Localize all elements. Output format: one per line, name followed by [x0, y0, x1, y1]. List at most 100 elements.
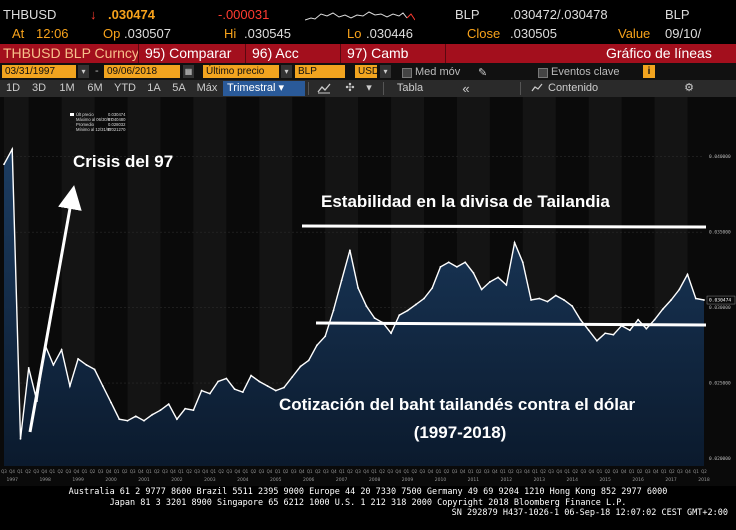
data-point	[546, 300, 549, 303]
chart-type-label[interactable]: Gráfico de líneas	[606, 45, 712, 61]
at-label: At	[12, 26, 25, 41]
x-year-label: 2008	[369, 477, 381, 483]
x-year-label: 2007	[336, 477, 348, 483]
moving-average-checkbox[interactable]	[402, 68, 412, 78]
x-year-label: 1999	[72, 477, 84, 483]
x-year-label: 2018	[698, 477, 710, 483]
line-chart-icon[interactable]	[313, 81, 335, 96]
data-point	[439, 265, 442, 268]
data-point	[456, 265, 458, 268]
data-point	[431, 287, 434, 289]
quote-source: BLP	[455, 7, 480, 22]
data-point	[93, 368, 96, 371]
source-field[interactable]: BLP	[295, 65, 345, 78]
currency-dropdown[interactable]: ▾	[380, 65, 391, 78]
data-point	[538, 297, 541, 300]
x-year-label: 2011	[468, 477, 480, 483]
data-point	[110, 401, 112, 404]
x-quarter-label: Q4	[589, 469, 595, 474]
x-quarter-label: Q3	[33, 469, 39, 474]
pencil-icon[interactable]: ✎	[478, 67, 488, 79]
start-date-field[interactable]: 03/31/1997	[2, 65, 76, 78]
data-point	[373, 317, 376, 320]
data-point	[521, 261, 524, 264]
data-point	[530, 299, 532, 301]
data-point	[472, 271, 475, 274]
price-line	[3, 146, 705, 439]
crosshair-icon[interactable]: ✣	[345, 82, 355, 94]
legend-value-min: 0.021270	[108, 127, 126, 132]
end-date-field[interactable]: 09/06/2018	[104, 65, 180, 78]
x-quarter-label: Q4	[202, 469, 208, 474]
data-point	[250, 374, 252, 377]
x-quarter-label: Q4	[653, 469, 659, 474]
frequency-select[interactable]: Trimestral ▾	[223, 81, 305, 96]
currency-field[interactable]: USD	[355, 65, 379, 78]
legend-label-last: Últ precio	[76, 112, 94, 117]
data-point	[464, 261, 467, 264]
x-year-label: 2015	[599, 477, 611, 483]
data-point	[77, 357, 80, 360]
calendar-icon[interactable]: ▦	[183, 65, 194, 78]
x-quarter-label: Q3	[677, 469, 683, 474]
data-point	[571, 305, 574, 307]
x-quarter-label: Q4	[492, 469, 498, 474]
x-quarter-label: Q4	[106, 469, 112, 474]
period-1d[interactable]: 1D	[5, 82, 21, 94]
change-button[interactable]: 97) Camb	[347, 45, 409, 61]
content-icon[interactable]	[530, 81, 544, 96]
x-quarter-label: Q2	[347, 469, 353, 474]
data-point	[159, 409, 162, 412]
y-tick-label: 0.040000	[709, 154, 731, 160]
back-chevron-icon[interactable]: «	[462, 81, 470, 96]
data-point	[324, 335, 327, 338]
content-button[interactable]: Contenido	[548, 82, 599, 94]
table-button[interactable]: Tabla	[396, 82, 424, 94]
x-quarter-label: Q4	[395, 469, 401, 474]
low-label: Lo	[347, 26, 362, 41]
data-point	[505, 284, 508, 286]
gear-icon[interactable]: ⚙	[684, 82, 694, 94]
y-tick-label: 0.030000	[709, 305, 731, 311]
data-point	[612, 333, 615, 336]
data-point	[694, 297, 697, 300]
info-icon[interactable]: i	[643, 65, 655, 78]
period-6m[interactable]: 6M	[87, 82, 103, 94]
period-5a[interactable]: 5A	[172, 82, 186, 94]
data-point	[184, 407, 187, 410]
key-events-label: Eventos clave	[551, 66, 620, 78]
key-events-checkbox[interactable]	[538, 68, 548, 78]
crosshair-dropdown-icon[interactable]: ▾	[366, 82, 372, 94]
y-tick-label: 0.025000	[709, 381, 731, 387]
period-ytd[interactable]: YTD	[114, 82, 136, 94]
x-quarter-label: Q4	[234, 469, 240, 474]
period-max[interactable]: Máx	[196, 82, 218, 94]
data-point	[554, 294, 557, 297]
period-3d[interactable]: 3D	[31, 82, 47, 94]
quote-time: 12:06	[36, 26, 69, 41]
x-quarter-label: Q3	[323, 469, 329, 474]
data-point	[126, 419, 129, 422]
compare-button[interactable]: 95) Comparar	[145, 45, 232, 61]
x-year-label: 2014	[567, 477, 579, 483]
x-year-label: 2004	[237, 477, 249, 483]
period-1m[interactable]: 1M	[59, 82, 75, 94]
start-date-dropdown[interactable]: ▾	[78, 65, 89, 78]
quote-source-2: BLP	[665, 7, 690, 22]
actions-button[interactable]: 96) Acc	[252, 45, 299, 61]
x-quarter-label: Q1	[146, 469, 152, 474]
legend-item-avg: Promedio 0.028032	[70, 122, 130, 127]
x-quarter-label: Q2	[57, 469, 63, 474]
y-tick-label: 0.020000	[709, 456, 731, 462]
data-point	[637, 318, 640, 321]
price-field-select[interactable]: Último precio	[203, 65, 279, 78]
period-1a[interactable]: 1A	[147, 82, 161, 94]
footer: Australia 61 2 9777 8600 Brazil 5511 239…	[0, 486, 736, 530]
data-point	[299, 365, 302, 368]
security-name[interactable]: THBUSD BLP Curncy	[3, 45, 139, 61]
data-point	[645, 327, 648, 330]
data-point	[19, 437, 22, 440]
data-point	[3, 163, 5, 166]
legend-label-min: Mínimo al 12/31/97	[76, 127, 112, 132]
price-field-dropdown[interactable]: ▾	[281, 65, 292, 78]
